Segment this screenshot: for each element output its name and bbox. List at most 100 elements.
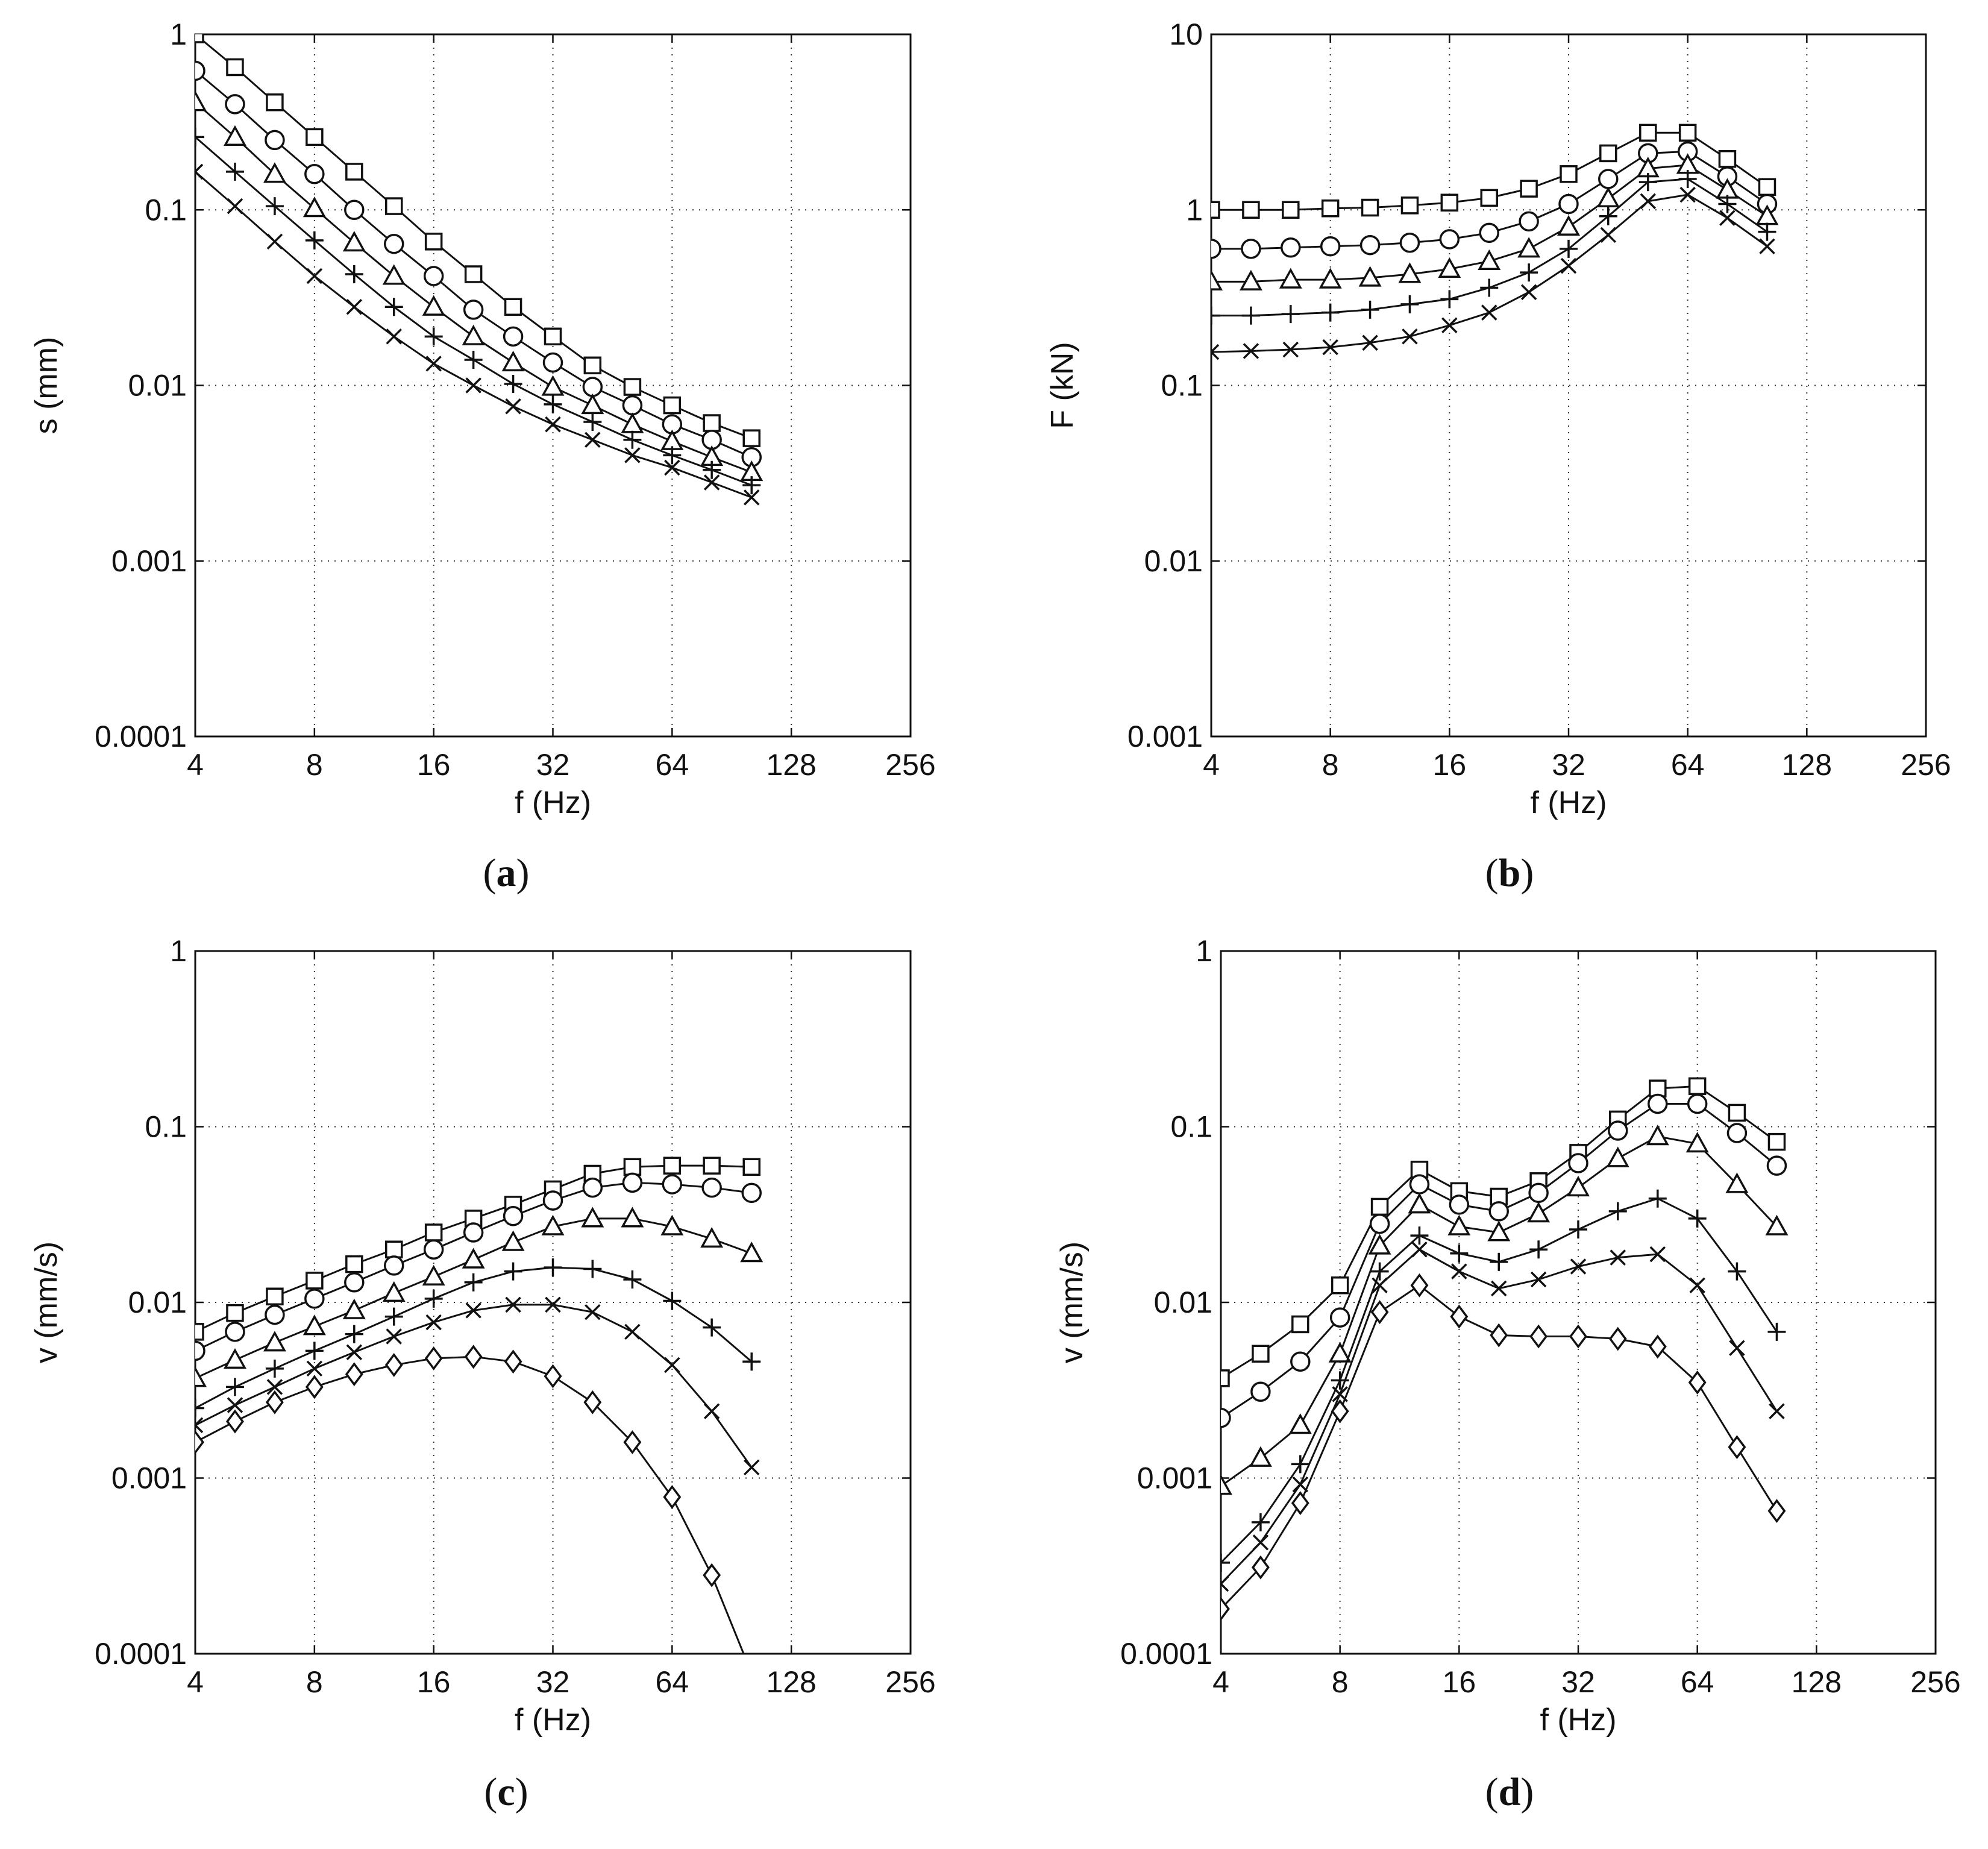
x-tick-label: 4 [1212,1665,1229,1699]
data-point-square [1678,124,1697,142]
data-point-plus [305,231,324,250]
data-point-triangle [1408,1193,1431,1214]
data-point-cross [1372,1277,1388,1293]
x-tick-label: 64 [656,748,689,782]
data-point-diamond [1331,1399,1349,1424]
data-point-circle [1488,1201,1509,1222]
data-point-cross [1441,317,1458,334]
data-point-circle [701,1177,722,1198]
y-axis-label: s (mm) [29,337,64,435]
data-point-plus [1767,1322,1786,1341]
data-point-cross [425,1314,442,1331]
y-tick-label: 10 [1169,17,1203,51]
data-point-plus [225,162,244,181]
data-point-diamond [1569,1324,1587,1349]
data-point-plus [1529,1240,1548,1259]
data-point-circle [225,1322,245,1342]
x-tick-label: 8 [306,1665,323,1699]
data-point-circle [1648,1093,1668,1114]
x-tick-label: 128 [1792,1665,1842,1699]
series-square [1211,124,1776,219]
x-tick-label: 4 [187,748,204,782]
data-point-square [1639,124,1657,142]
data-point-cross [1689,1277,1705,1293]
data-point-circle [195,60,205,81]
data-point-square [1361,198,1379,217]
series-plus [195,1258,761,1417]
data-point-cross [744,489,760,506]
data-point-cross [195,1417,204,1433]
data-point-circle [1369,1213,1390,1234]
series-plus [1221,1189,1786,1572]
data-point-cross [744,1459,760,1476]
data-point-square [424,1223,443,1242]
data-point-diamond [703,1563,721,1587]
data-point-square [1221,1369,1230,1387]
data-point-diamond [1450,1304,1469,1329]
data-point-plus [703,1318,721,1337]
data-point-square [1282,201,1300,219]
data-point-plus [1321,303,1340,322]
data-point-cross [346,299,363,315]
data-point-cross [1243,343,1259,359]
series-cross [1211,186,1775,360]
data-point-circle [383,1255,404,1276]
x-tick-label: 32 [1552,748,1585,782]
data-point-circle [582,1177,603,1198]
data-point-triangle [541,375,565,396]
data-point-triangle [501,350,525,372]
data-point-cross [1649,1246,1666,1263]
data-point-triangle [1358,266,1382,287]
data-point-square [266,93,284,111]
data-point-diamond [1251,1555,1270,1580]
data-point-circle [1439,229,1460,250]
axes-frame [1220,950,1937,1655]
data-point-plus [1638,173,1657,192]
data-point-triangle [621,1207,644,1228]
data-point-circle [1320,236,1341,257]
data-point-square [623,1158,642,1176]
data-point-diamond [1728,1435,1746,1460]
data-point-square [703,1157,721,1175]
data-point-cross [266,1379,283,1395]
data-point-triangle [342,1298,366,1319]
data-point-triangle [1221,1474,1232,1495]
data-point-circle [463,300,484,320]
x-axis-label: f (Hz) [515,1703,591,1738]
data-point-plus [663,446,682,465]
panel-label: (b) [1485,851,1534,895]
data-point-cross [1679,186,1696,203]
data-point-plus [1251,1513,1270,1531]
data-point-plus [623,1270,642,1289]
data-point-triangle [1288,1413,1312,1434]
data-point-plus [1678,169,1697,188]
series-circle [195,60,762,468]
data-point-plus [1569,1220,1587,1239]
data-point-circle [1281,237,1301,258]
axes-frame [194,33,912,738]
panel-label: (d) [1485,1770,1534,1814]
data-point-square [1370,1198,1389,1216]
axes-frame [194,950,912,1655]
series-cross [195,163,760,506]
data-point-circle [1290,1351,1311,1372]
data-point-cross [465,377,481,394]
data-point-diamond [424,1346,443,1370]
data-point-circle [1449,1194,1470,1215]
data-point-circle [1250,1381,1271,1402]
data-point-cross [703,1403,720,1419]
data-point-circle [1241,239,1261,259]
data-point-plus [424,327,443,346]
data-point-plus [504,374,522,393]
data-point-square [1211,201,1220,219]
data-point-circle [1519,211,1539,232]
data-point-triangle [1319,268,1342,289]
data-point-diamond [504,1349,522,1374]
data-point-diamond [544,1364,562,1389]
data-point-cross [1481,304,1497,321]
data-point-cross [545,416,561,433]
data-point-diamond [1291,1491,1309,1516]
data-point-circle [383,233,404,254]
data-point-circle [622,395,643,416]
data-point-plus [1410,1226,1429,1245]
